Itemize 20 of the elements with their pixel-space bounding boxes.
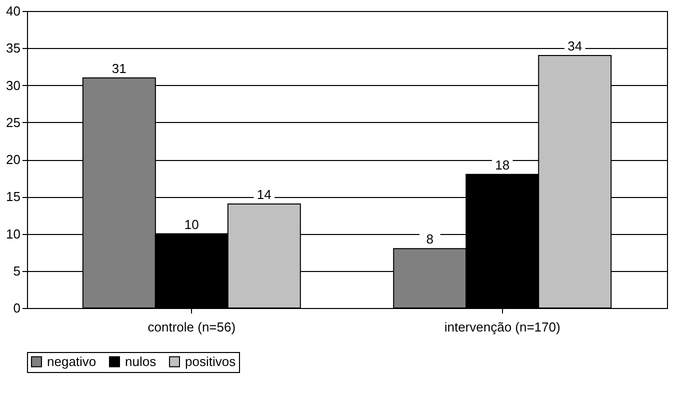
- y-tick-label: 25: [6, 114, 20, 130]
- y-tick-label: 10: [6, 226, 20, 242]
- y-tick-label: 40: [6, 4, 20, 18]
- y-tick-label: 20: [6, 152, 20, 167]
- x-tick-label: intervenção (n=170): [444, 320, 560, 334]
- x-tick-label: controle (n=56): [148, 320, 236, 334]
- y-tick-label: 30: [6, 78, 20, 93]
- legend-label: positivos: [185, 354, 236, 369]
- data-label: 34: [568, 38, 582, 54]
- legend-label: negativo: [47, 354, 96, 369]
- y-tick-label: 15: [6, 189, 20, 204]
- y-tick-label: 0: [13, 300, 20, 316]
- data-label: 31: [112, 60, 126, 76]
- y-tick-label: 35: [6, 40, 20, 56]
- y-tick-label: 5: [13, 263, 20, 278]
- data-label: 8: [426, 232, 434, 247]
- data-label: 14: [256, 187, 272, 202]
- data-label: 18: [495, 157, 510, 172]
- data-label: 10: [184, 216, 199, 232]
- legend-label: nulos: [125, 354, 157, 369]
